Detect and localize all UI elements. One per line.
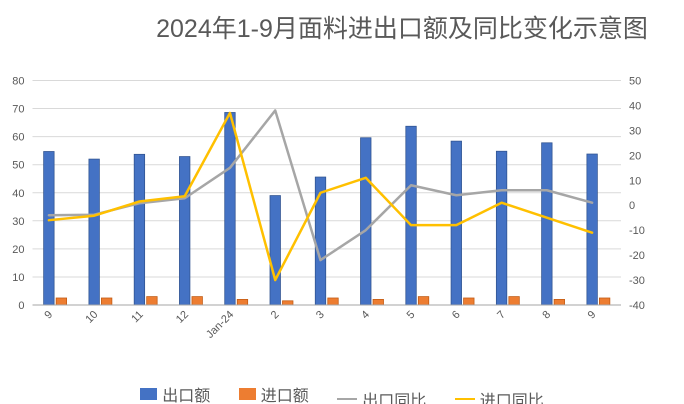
svg-text:40: 40 [12, 188, 24, 200]
svg-text:30: 30 [629, 125, 641, 137]
svg-text:80: 80 [12, 76, 24, 88]
svg-text:0: 0 [18, 300, 24, 312]
svg-text:9: 9 [42, 309, 55, 322]
svg-text:3: 3 [314, 309, 327, 322]
svg-text:-20: -20 [629, 250, 645, 262]
svg-text:30: 30 [12, 216, 24, 228]
svg-text:5: 5 [405, 309, 418, 322]
svg-text:2: 2 [269, 309, 282, 322]
svg-text:8: 8 [540, 309, 553, 322]
svg-text:10: 10 [12, 272, 24, 284]
svg-text:60: 60 [12, 132, 24, 144]
svg-text:-10: -10 [629, 225, 645, 237]
svg-text:50: 50 [629, 76, 641, 88]
svg-text:10: 10 [83, 309, 100, 326]
svg-text:Jan-24: Jan-24 [204, 309, 236, 341]
svg-text:50: 50 [12, 160, 24, 172]
svg-text:70: 70 [12, 104, 24, 116]
svg-text:4: 4 [359, 309, 372, 322]
svg-text:0: 0 [629, 200, 635, 212]
svg-text:7: 7 [495, 309, 508, 322]
svg-text:20: 20 [12, 244, 24, 256]
svg-text:-30: -30 [629, 275, 645, 287]
svg-text:20: 20 [629, 150, 641, 162]
svg-text:10: 10 [629, 175, 641, 187]
svg-text:9: 9 [586, 309, 599, 322]
svg-text:40: 40 [629, 100, 641, 112]
svg-text:11: 11 [129, 309, 146, 326]
svg-text:-40: -40 [629, 300, 645, 312]
svg-text:12: 12 [174, 309, 191, 326]
svg-text:6: 6 [450, 309, 463, 322]
